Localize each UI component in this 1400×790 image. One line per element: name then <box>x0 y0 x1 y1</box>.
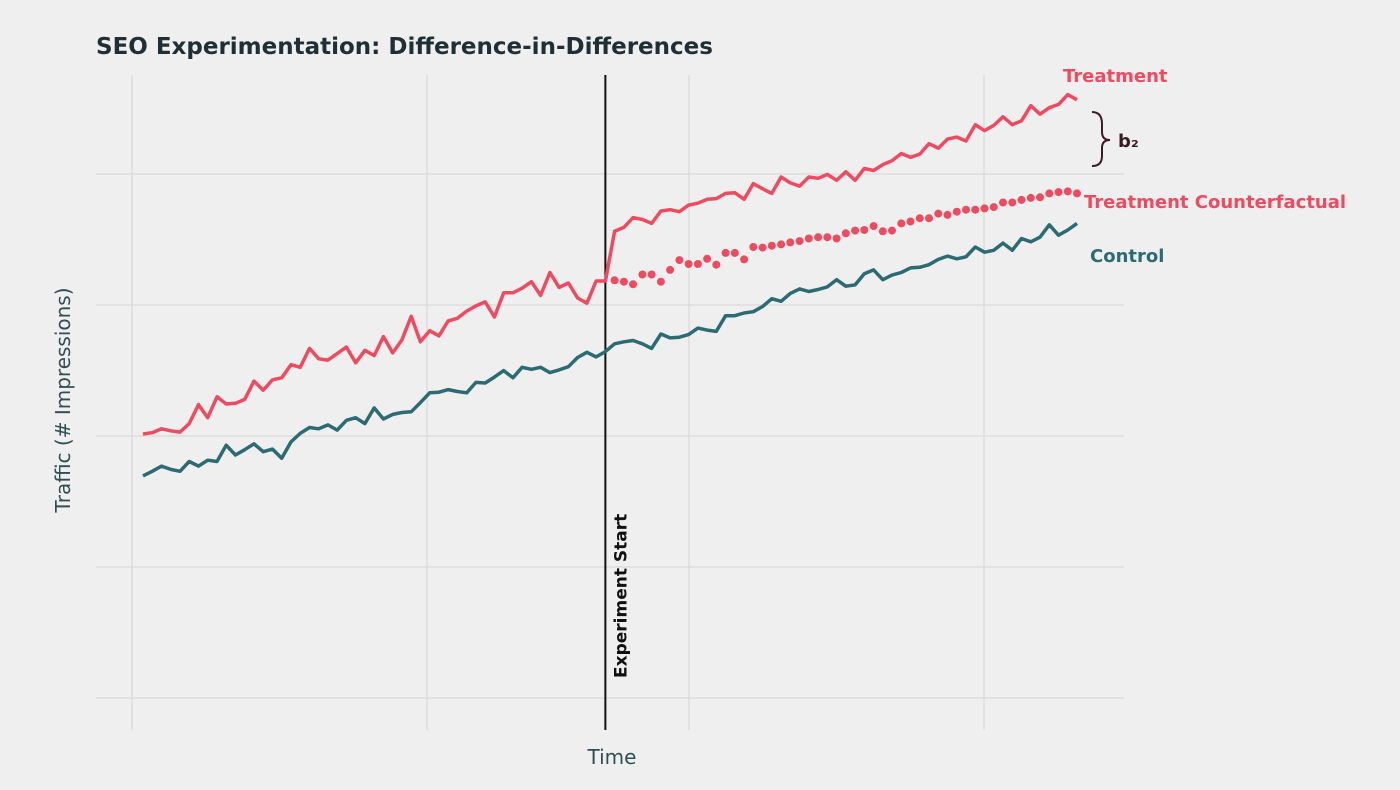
data-point-treatment-counterfactual <box>980 204 989 213</box>
data-point-treatment-counterfactual <box>1045 189 1054 198</box>
data-point-treatment-counterfactual <box>638 270 647 279</box>
data-point-treatment-counterfactual <box>1017 195 1026 204</box>
data-point-treatment-counterfactual <box>814 233 823 242</box>
data-point-treatment-counterfactual <box>629 280 638 289</box>
data-point-treatment-counterfactual <box>832 234 841 243</box>
data-point-treatment-counterfactual <box>925 214 933 223</box>
data-point-treatment-counterfactual <box>888 226 896 235</box>
data-point-treatment-counterfactual <box>1054 188 1063 197</box>
data-point-treatment-counterfactual <box>869 222 878 231</box>
series-label-treatment-counterfactual: Treatment Counterfactual <box>1084 192 1346 213</box>
data-point-treatment-counterfactual <box>767 241 776 250</box>
data-point-treatment-counterfactual <box>786 238 795 247</box>
data-point-treatment-counterfactual <box>675 256 684 265</box>
data-point-treatment-counterfactual <box>1026 193 1035 202</box>
y-axis-label: Traffic (# Impressions) <box>51 287 75 513</box>
data-point-treatment-counterfactual <box>915 214 924 223</box>
data-point-treatment-counterfactual <box>666 265 675 274</box>
series-line-treatment <box>142 92 1078 436</box>
data-point-treatment-counterfactual <box>1073 189 1081 198</box>
data-point-treatment-counterfactual <box>943 210 952 219</box>
data-point-treatment-counterfactual <box>795 237 804 246</box>
data-point-treatment-counterfactual <box>851 226 860 235</box>
data-point-treatment-counterfactual <box>906 217 915 226</box>
data-point-treatment-counterfactual <box>952 207 961 216</box>
data-point-treatment-counterfactual <box>1008 198 1017 207</box>
data-point-treatment-counterfactual <box>777 240 786 249</box>
data-point-treatment-counterfactual <box>934 209 943 218</box>
b2-brace-icon <box>1091 111 1111 167</box>
data-point-treatment-counterfactual <box>730 248 739 257</box>
data-point-treatment-counterfactual <box>693 260 702 268</box>
data-point-treatment-counterfactual <box>989 203 998 212</box>
data-point-treatment-counterfactual <box>749 243 758 251</box>
data-point-treatment-counterfactual <box>999 198 1007 207</box>
data-point-treatment-counterfactual <box>619 277 628 286</box>
chart-title: SEO Experimentation: Difference-in-Diffe… <box>96 34 713 60</box>
data-point-treatment-counterfactual <box>860 226 869 234</box>
b2-annotation-label: b₂ <box>1118 131 1139 152</box>
data-point-treatment-counterfactual <box>656 277 665 286</box>
data-point-treatment-counterfactual <box>740 255 749 264</box>
x-axis-label: Time <box>587 745 637 769</box>
series-line-control <box>142 221 1079 478</box>
data-point-treatment-counterfactual <box>684 260 693 268</box>
series-layer <box>142 92 1081 478</box>
series-label-control: Control <box>1090 246 1164 267</box>
data-point-treatment-counterfactual <box>1036 193 1044 202</box>
data-point-treatment-counterfactual <box>721 248 730 257</box>
data-point-treatment-counterfactual <box>1063 187 1072 196</box>
grid <box>96 75 1124 730</box>
experiment-start-label: Experiment Start <box>611 514 631 678</box>
data-point-treatment-counterfactual <box>610 276 619 285</box>
series-treatment <box>142 92 1078 436</box>
data-point-treatment-counterfactual <box>962 205 970 214</box>
series-control <box>142 221 1079 478</box>
data-point-treatment-counterfactual <box>647 270 656 279</box>
data-point-treatment-counterfactual <box>878 227 887 236</box>
data-point-treatment-counterfactual <box>758 243 767 252</box>
series-treatment-counterfactual <box>610 187 1081 289</box>
data-point-treatment-counterfactual <box>804 234 813 243</box>
data-point-treatment-counterfactual <box>823 233 832 242</box>
data-point-treatment-counterfactual <box>971 205 980 214</box>
data-point-treatment-counterfactual <box>841 229 850 238</box>
data-point-treatment-counterfactual <box>712 260 721 269</box>
data-point-treatment-counterfactual <box>703 254 712 263</box>
series-label-treatment: Treatment <box>1063 66 1168 87</box>
data-point-treatment-counterfactual <box>897 219 906 228</box>
